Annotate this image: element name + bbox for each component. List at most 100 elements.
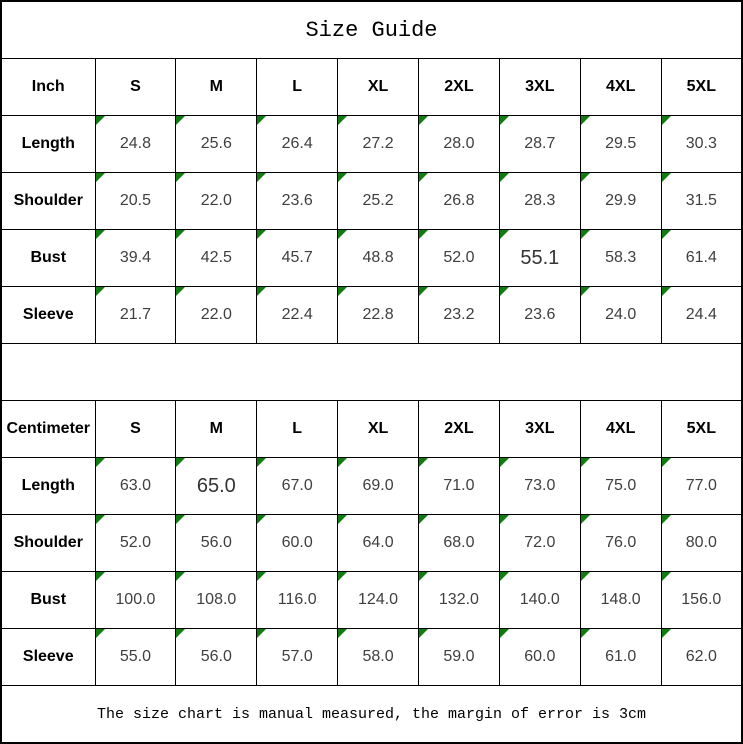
value-cell: 28.7 bbox=[498, 115, 581, 173]
measurement-value: 156.0 bbox=[681, 591, 722, 608]
green-corner-triangle-icon bbox=[176, 116, 186, 125]
measurement-value: 57.0 bbox=[281, 648, 313, 665]
measurement-value: 22.8 bbox=[362, 306, 394, 323]
green-corner-triangle-icon bbox=[581, 629, 590, 638]
value-cell: 156.0 bbox=[660, 571, 743, 629]
green-corner-triangle-icon bbox=[176, 230, 186, 239]
value-cell: 67.0 bbox=[256, 457, 339, 515]
measurement-value: 24.8 bbox=[119, 135, 151, 152]
green-corner-triangle-icon bbox=[257, 515, 267, 524]
measurement-value: 61.4 bbox=[685, 249, 717, 266]
measurement-value: 21.7 bbox=[119, 306, 151, 323]
green-corner-triangle-icon bbox=[257, 458, 267, 467]
cm-size-header-s: S bbox=[94, 400, 177, 458]
measurement-value: 58.3 bbox=[605, 249, 637, 266]
value-cell: 29.5 bbox=[579, 115, 662, 173]
value-cell: 65.0 bbox=[175, 457, 258, 515]
green-corner-triangle-icon bbox=[500, 458, 509, 467]
cm-shoulder-row: Shoulder 52.0 56.0 60.0 64.0 68.0 72.0 7… bbox=[0, 514, 743, 572]
measurement-value: 64.0 bbox=[362, 534, 394, 551]
measurement-value: 29.5 bbox=[605, 135, 637, 152]
green-corner-triangle-icon bbox=[581, 230, 590, 239]
measurement-value: 52.0 bbox=[443, 249, 475, 266]
green-corner-triangle-icon bbox=[338, 458, 348, 467]
green-corner-triangle-icon bbox=[257, 116, 267, 125]
measurement-value: 22.0 bbox=[200, 192, 232, 209]
green-corner-triangle-icon bbox=[176, 173, 186, 182]
green-corner-triangle-icon bbox=[95, 458, 105, 467]
row-label-cell: Bust bbox=[0, 571, 96, 629]
value-cell: 64.0 bbox=[337, 514, 419, 572]
row-label-cell: Shoulder bbox=[0, 172, 96, 230]
measurement-value: 58.0 bbox=[362, 648, 394, 665]
green-corner-triangle-icon bbox=[581, 515, 590, 524]
green-corner-triangle-icon bbox=[95, 572, 105, 581]
measurement-value: 77.0 bbox=[685, 477, 717, 494]
measurement-value: 60.0 bbox=[281, 534, 313, 551]
green-corner-triangle-icon bbox=[419, 515, 428, 524]
value-cell: 58.0 bbox=[337, 628, 419, 686]
green-corner-triangle-icon bbox=[662, 629, 671, 638]
measurement-value: 75.0 bbox=[605, 477, 637, 494]
value-cell: 75.0 bbox=[579, 457, 662, 515]
green-corner-triangle-icon bbox=[257, 230, 267, 239]
green-corner-triangle-icon bbox=[581, 116, 590, 125]
measurement-value: 72.0 bbox=[524, 534, 556, 551]
cm-size-header-m: M bbox=[175, 400, 258, 458]
measurement-value: 60.0 bbox=[524, 648, 556, 665]
value-cell: 57.0 bbox=[256, 628, 339, 686]
green-corner-triangle-icon bbox=[500, 572, 509, 581]
row-label-cell: Shoulder bbox=[0, 514, 96, 572]
value-cell: 61.4 bbox=[660, 229, 743, 287]
green-corner-triangle-icon bbox=[95, 116, 105, 125]
measurement-value: 23.2 bbox=[443, 306, 475, 323]
value-cell: 23.6 bbox=[256, 172, 339, 230]
measurement-value: 63.0 bbox=[119, 477, 151, 494]
cm-length-row: Length 63.0 65.0 67.0 69.0 71.0 73.0 75.… bbox=[0, 457, 743, 515]
green-corner-triangle-icon bbox=[662, 572, 671, 581]
inch-size-header-4xl: 4XL bbox=[579, 58, 662, 116]
measurement-value: 100.0 bbox=[115, 591, 156, 608]
measurement-value: 55.0 bbox=[119, 648, 151, 665]
value-cell: 80.0 bbox=[660, 514, 743, 572]
green-corner-triangle-icon bbox=[500, 173, 509, 182]
value-cell: 62.0 bbox=[660, 628, 743, 686]
value-cell: 22.8 bbox=[337, 286, 419, 344]
value-cell: 42.5 bbox=[175, 229, 258, 287]
green-corner-triangle-icon bbox=[338, 515, 348, 524]
value-cell: 39.4 bbox=[94, 229, 177, 287]
green-corner-triangle-icon bbox=[500, 230, 509, 239]
value-cell: 48.8 bbox=[337, 229, 419, 287]
value-cell: 55.1 bbox=[498, 229, 581, 287]
value-cell: 124.0 bbox=[337, 571, 419, 629]
measurement-value: 67.0 bbox=[281, 477, 313, 494]
title-row: Size Guide bbox=[0, 0, 743, 59]
green-corner-triangle-icon bbox=[257, 287, 267, 296]
measurement-value: 29.9 bbox=[605, 192, 637, 209]
measurement-value: 45.7 bbox=[281, 249, 313, 266]
green-corner-triangle-icon bbox=[257, 173, 267, 182]
measurement-value: 59.0 bbox=[443, 648, 475, 665]
measurement-value: 31.5 bbox=[685, 192, 717, 209]
measurement-value: 65.0 bbox=[196, 474, 236, 497]
measurement-value: 28.0 bbox=[443, 135, 475, 152]
value-cell: 25.6 bbox=[175, 115, 258, 173]
green-corner-triangle-icon bbox=[662, 230, 671, 239]
green-corner-triangle-icon bbox=[500, 116, 509, 125]
value-cell: 22.4 bbox=[256, 286, 339, 344]
cm-header-row: Centimeter S M L XL 2XL 3XL 4XL 5XL bbox=[0, 400, 743, 458]
inch-header-row: Inch S M L XL 2XL 3XL 4XL 5XL bbox=[0, 58, 743, 116]
green-corner-triangle-icon bbox=[338, 629, 348, 638]
value-cell: 26.4 bbox=[256, 115, 339, 173]
green-corner-triangle-icon bbox=[338, 230, 348, 239]
value-cell: 60.0 bbox=[256, 514, 339, 572]
value-cell: 55.0 bbox=[94, 628, 177, 686]
measurement-value: 20.5 bbox=[119, 192, 151, 209]
measurement-value: 61.0 bbox=[605, 648, 637, 665]
green-corner-triangle-icon bbox=[176, 515, 186, 524]
value-cell: 71.0 bbox=[418, 457, 500, 515]
measurement-value: 56.0 bbox=[200, 534, 232, 551]
measurement-value: 73.0 bbox=[524, 477, 556, 494]
value-cell: 77.0 bbox=[660, 457, 743, 515]
